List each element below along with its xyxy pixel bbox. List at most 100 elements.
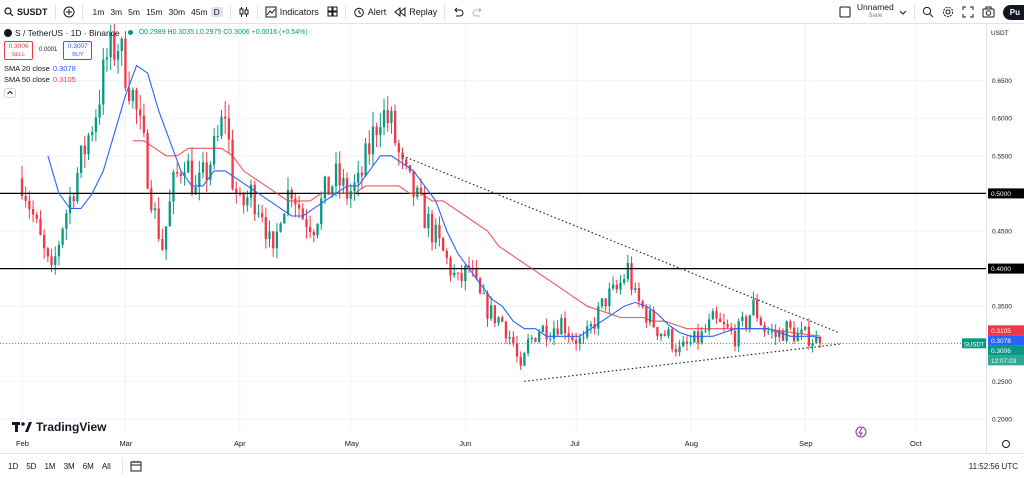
fullscreen-button[interactable] (958, 0, 978, 24)
bottom-toolbar: 1D 5D 1M 3M 6M All 11:52:56 UTC (0, 453, 1024, 478)
symbol-search[interactable]: SUSDT (0, 0, 52, 24)
candle-body (711, 311, 714, 320)
candle-body (61, 228, 64, 245)
layout-menu[interactable]: Unnamed Save (835, 0, 911, 24)
candle (87, 132, 90, 161)
candle-body (205, 162, 208, 180)
candle (504, 320, 508, 344)
redo-button[interactable] (468, 0, 488, 24)
snapshot-button[interactable] (978, 0, 999, 24)
compare-button[interactable] (59, 0, 79, 24)
interval-5m[interactable]: 5m (128, 6, 140, 17)
price-scale[interactable]: USDT0.20000.25000.30000.35000.40000.4500… (986, 24, 1024, 453)
legend-sma50-row[interactable]: SMA 50 close 0.3105 (4, 74, 308, 85)
candle-body (331, 186, 334, 195)
candle-body (316, 224, 319, 236)
candle (512, 331, 515, 347)
candle-body (412, 171, 415, 197)
candle (412, 171, 415, 206)
quick-search-button[interactable] (918, 0, 938, 24)
candle (294, 192, 297, 218)
candle (216, 124, 219, 142)
buy-button[interactable]: 0.3007 BUY (63, 40, 93, 60)
indicators-label: Indicators (279, 6, 319, 17)
candle (164, 226, 168, 260)
candle-body (759, 318, 762, 326)
sma50-label: SMA 50 close (4, 75, 50, 84)
range-6m[interactable]: 6M (82, 461, 94, 471)
candle (678, 340, 681, 357)
candle (142, 103, 146, 138)
candle (656, 326, 659, 341)
candle (401, 147, 404, 170)
candle (567, 326, 570, 344)
candle (309, 215, 312, 238)
candle-body (105, 57, 109, 60)
range-1m[interactable]: 1M (44, 461, 56, 471)
replay-button[interactable]: Replay (390, 0, 441, 24)
candle-body (35, 214, 38, 219)
candle-body (286, 189, 290, 214)
legend-title[interactable]: S / TetherUS · 1D · Binance (15, 27, 120, 38)
chart-type-button[interactable] (234, 0, 254, 24)
candle (46, 246, 50, 263)
candle (220, 110, 223, 140)
undo-button[interactable] (448, 0, 468, 24)
candle (781, 328, 785, 342)
divider (444, 3, 446, 20)
candle-body (778, 330, 781, 338)
candle-body (641, 301, 644, 308)
range-all[interactable]: All (101, 461, 111, 471)
candle-body (741, 316, 744, 322)
candle (759, 315, 762, 326)
interval-1d[interactable]: D (210, 6, 223, 17)
candle-body (804, 326, 807, 330)
candle-body (268, 231, 271, 240)
candle (61, 226, 64, 249)
tradingview-logo[interactable]: TradingView (12, 420, 106, 434)
candle (79, 144, 83, 179)
interval-45m[interactable]: 45m (191, 6, 208, 17)
camera-icon (982, 6, 995, 18)
range-1d[interactable]: 1D (8, 461, 19, 471)
candle (231, 129, 234, 191)
interval-30m[interactable]: 30m (168, 6, 186, 17)
candle (641, 299, 644, 309)
legend-sma20-row[interactable]: SMA 20 close 0.3078 (4, 63, 308, 74)
candle-body (242, 193, 245, 206)
candle-body (357, 172, 360, 183)
calendar-range-icon[interactable] (130, 460, 142, 472)
candle (35, 211, 38, 224)
candle (224, 101, 227, 135)
settings-button[interactable] (938, 0, 958, 24)
utc-clock[interactable]: 11:52:56 UTC (968, 461, 1018, 471)
candle-body (294, 198, 297, 205)
candle-body (608, 288, 611, 307)
candle (368, 130, 371, 165)
candle-body (453, 272, 456, 276)
range-3m[interactable]: 3M (63, 461, 75, 471)
price-chart[interactable]: Feb Mar Apr May Jun Jul Aug Sep Oct SUSDT (0, 21, 986, 453)
candle (146, 129, 149, 190)
chart-pane[interactable]: Feb Mar Apr May Jun Jul Aug Sep Oct SUSDT (0, 21, 986, 453)
buy-label: BUY (72, 51, 84, 58)
legend-collapse-button[interactable] (4, 87, 308, 98)
range-5d[interactable]: 5D (26, 461, 37, 471)
sell-button[interactable]: 0.3006 SELL (4, 40, 33, 60)
publish-button[interactable]: Pu (999, 0, 1024, 24)
countdown-tag (988, 355, 1024, 366)
alert-button[interactable]: Alert (349, 0, 391, 24)
candle (187, 153, 190, 173)
candle (737, 318, 740, 353)
indicators-button[interactable]: Indicators (261, 0, 323, 24)
candle (707, 313, 711, 336)
candle (168, 189, 171, 227)
interval-3m[interactable]: 3m (110, 6, 123, 17)
candle (519, 351, 522, 371)
interval-15m[interactable]: 15m (145, 6, 163, 17)
templates-button[interactable] (323, 0, 342, 24)
candle-body (79, 145, 83, 174)
interval-1m[interactable]: 1m (92, 6, 105, 17)
candle (770, 323, 774, 340)
candle-body (87, 135, 90, 155)
